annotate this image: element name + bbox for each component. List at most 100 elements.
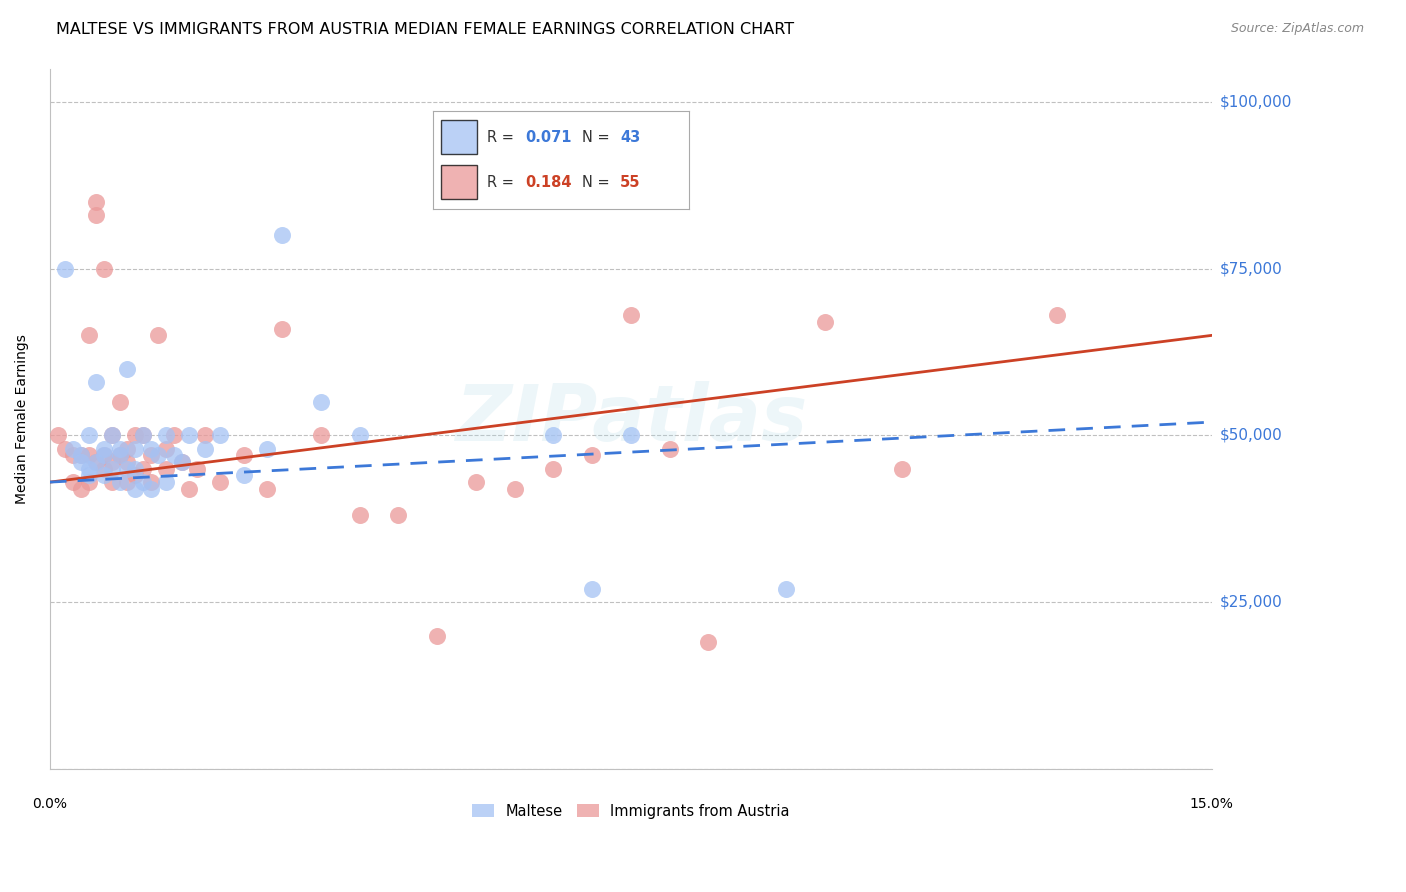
Point bbox=[349, 428, 371, 442]
Point bbox=[179, 428, 201, 442]
Point bbox=[163, 449, 186, 463]
Point bbox=[132, 462, 155, 476]
Point bbox=[543, 462, 565, 476]
Point bbox=[53, 442, 76, 456]
Point bbox=[77, 428, 100, 442]
Point bbox=[108, 442, 131, 456]
Text: ZIPatlas: ZIPatlas bbox=[454, 381, 807, 457]
Point bbox=[155, 462, 177, 476]
Point bbox=[101, 475, 124, 489]
Point bbox=[194, 428, 217, 442]
Legend: Maltese, Immigrants from Austria: Maltese, Immigrants from Austria bbox=[465, 798, 796, 825]
Point bbox=[132, 428, 155, 442]
Point bbox=[232, 449, 254, 463]
Point bbox=[124, 462, 146, 476]
Point bbox=[101, 428, 124, 442]
Point bbox=[117, 442, 139, 456]
Point bbox=[464, 475, 486, 489]
Point bbox=[309, 428, 332, 442]
Point bbox=[775, 582, 797, 596]
Point bbox=[101, 462, 124, 476]
Point bbox=[256, 442, 278, 456]
Point bbox=[581, 582, 603, 596]
Point bbox=[62, 475, 84, 489]
Point bbox=[139, 482, 162, 496]
Point bbox=[117, 462, 139, 476]
Point bbox=[108, 449, 131, 463]
Point bbox=[124, 468, 146, 483]
Point bbox=[124, 482, 146, 496]
Point bbox=[117, 475, 139, 489]
Point bbox=[108, 475, 131, 489]
Point bbox=[139, 442, 162, 456]
Point bbox=[170, 455, 193, 469]
Point bbox=[69, 482, 91, 496]
Point bbox=[93, 449, 115, 463]
Point bbox=[62, 449, 84, 463]
Point bbox=[209, 475, 232, 489]
Text: 15.0%: 15.0% bbox=[1189, 797, 1234, 811]
Point bbox=[69, 449, 91, 463]
Point bbox=[271, 321, 294, 335]
Point bbox=[86, 194, 108, 209]
Point bbox=[86, 208, 108, 222]
Point bbox=[209, 428, 232, 442]
Point bbox=[101, 428, 124, 442]
Point bbox=[124, 442, 146, 456]
Text: MALTESE VS IMMIGRANTS FROM AUSTRIA MEDIAN FEMALE EARNINGS CORRELATION CHART: MALTESE VS IMMIGRANTS FROM AUSTRIA MEDIA… bbox=[56, 22, 794, 37]
Point bbox=[86, 375, 108, 389]
Point bbox=[93, 468, 115, 483]
Text: $25,000: $25,000 bbox=[1220, 595, 1282, 610]
Point bbox=[349, 508, 371, 523]
Point bbox=[93, 442, 115, 456]
Point bbox=[186, 462, 208, 476]
Text: Source: ZipAtlas.com: Source: ZipAtlas.com bbox=[1230, 22, 1364, 36]
Point bbox=[132, 428, 155, 442]
Point bbox=[155, 475, 177, 489]
Point bbox=[53, 261, 76, 276]
Point bbox=[77, 449, 100, 463]
Point bbox=[387, 508, 409, 523]
Point bbox=[93, 462, 115, 476]
Point bbox=[46, 428, 69, 442]
Point bbox=[108, 449, 131, 463]
Point bbox=[139, 449, 162, 463]
Point bbox=[86, 455, 108, 469]
Point bbox=[148, 449, 170, 463]
Point bbox=[179, 482, 201, 496]
Text: $50,000: $50,000 bbox=[1220, 428, 1282, 443]
Point bbox=[1046, 309, 1069, 323]
Point bbox=[426, 628, 449, 642]
Point bbox=[271, 228, 294, 243]
Point bbox=[101, 455, 124, 469]
Point bbox=[117, 455, 139, 469]
Point bbox=[309, 395, 332, 409]
Point bbox=[93, 261, 115, 276]
Point bbox=[620, 428, 643, 442]
Text: $100,000: $100,000 bbox=[1220, 95, 1292, 110]
Point bbox=[93, 449, 115, 463]
Point bbox=[697, 635, 720, 649]
Point bbox=[132, 475, 155, 489]
Point bbox=[170, 455, 193, 469]
Point bbox=[163, 428, 186, 442]
Point bbox=[620, 309, 643, 323]
Point bbox=[77, 475, 100, 489]
Point bbox=[139, 475, 162, 489]
Point bbox=[232, 468, 254, 483]
Point bbox=[658, 442, 681, 456]
Point bbox=[256, 482, 278, 496]
Point bbox=[581, 449, 603, 463]
Point bbox=[69, 449, 91, 463]
Text: 0.0%: 0.0% bbox=[32, 797, 67, 811]
Point bbox=[155, 442, 177, 456]
Point bbox=[69, 455, 91, 469]
Point bbox=[813, 315, 835, 329]
Point bbox=[86, 455, 108, 469]
Point bbox=[124, 428, 146, 442]
Point bbox=[77, 468, 100, 483]
Point bbox=[62, 442, 84, 456]
Point bbox=[77, 328, 100, 343]
Point bbox=[543, 428, 565, 442]
Point bbox=[148, 328, 170, 343]
